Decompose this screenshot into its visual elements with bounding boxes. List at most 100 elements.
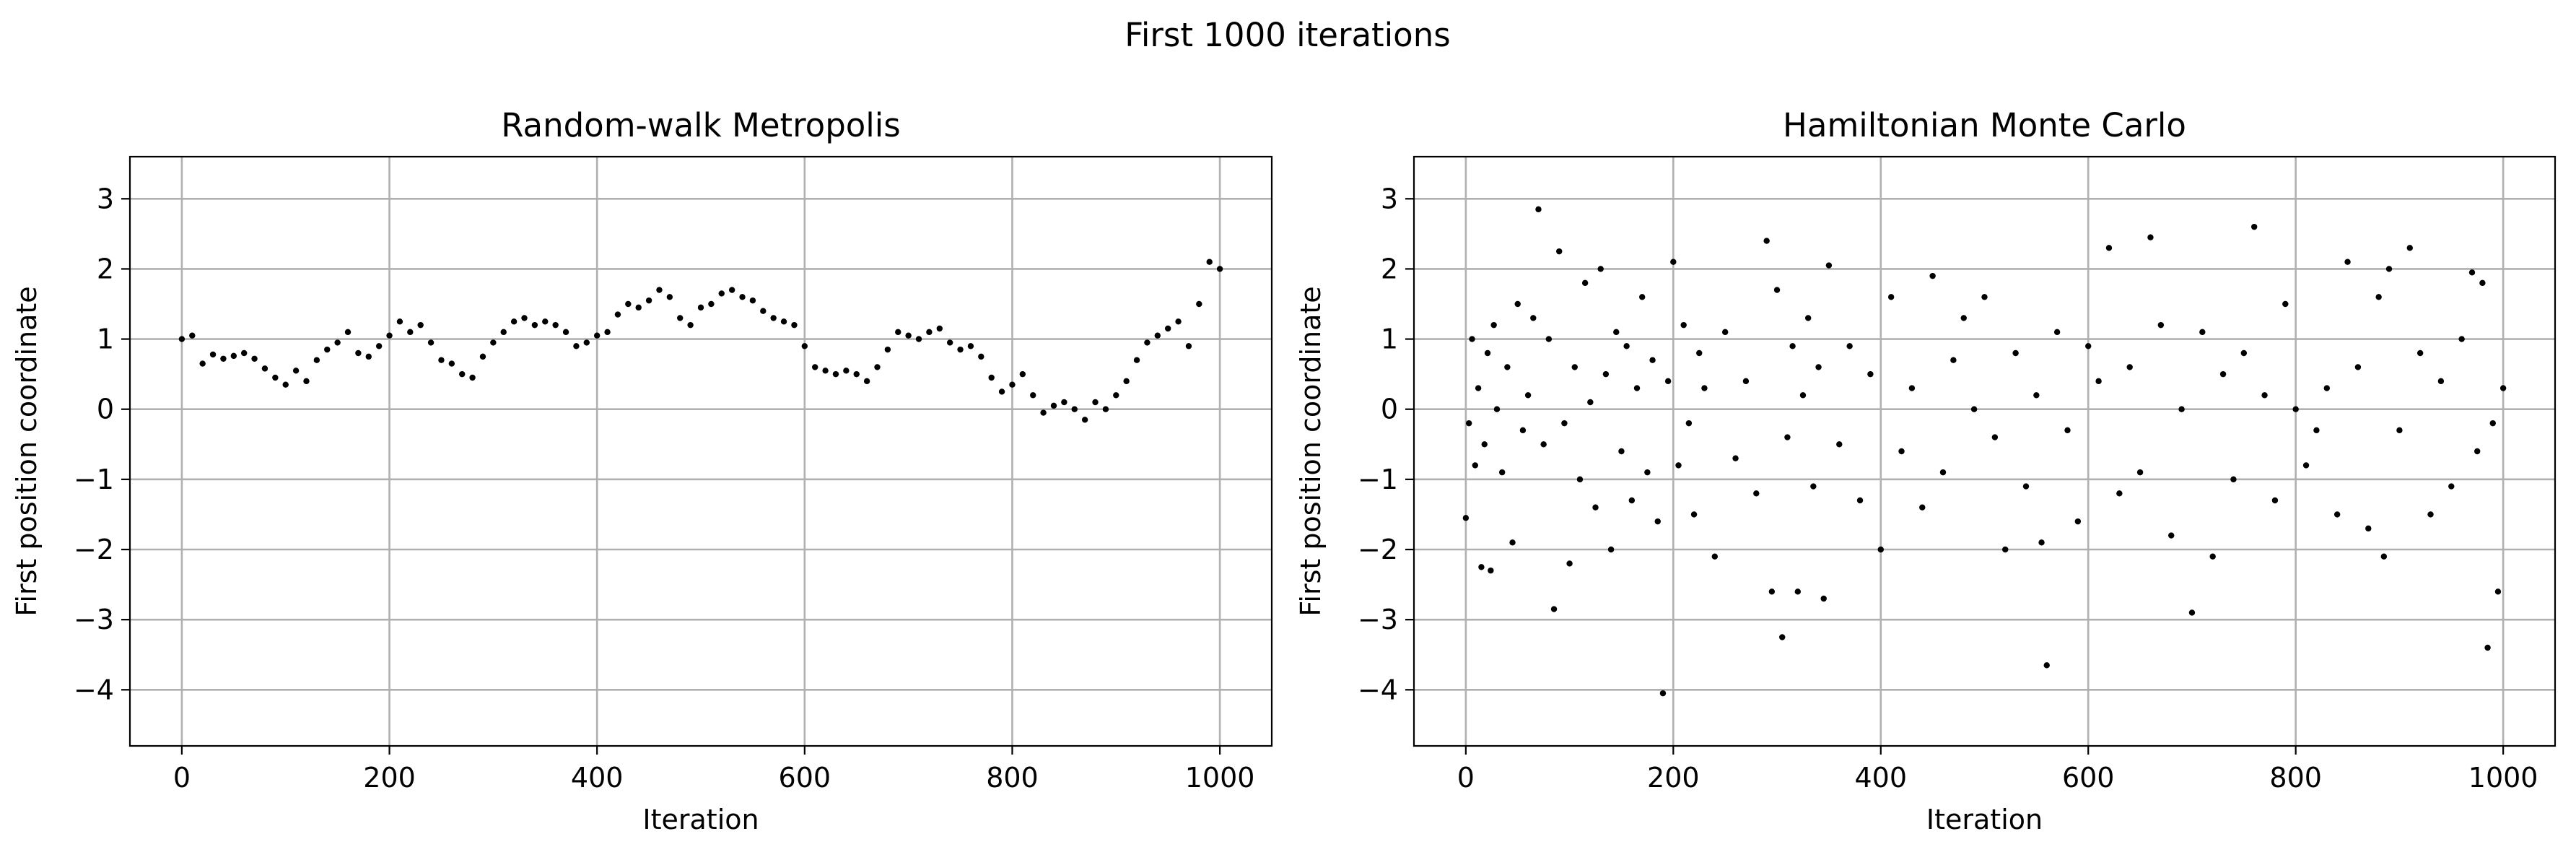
data-point (998, 388, 1005, 395)
data-point (1711, 553, 1719, 560)
data-point (1644, 469, 1651, 476)
data-point (791, 321, 798, 329)
x-axis-label: Iteration (1926, 804, 2043, 835)
data-point (1030, 392, 1036, 399)
data-point (967, 343, 974, 349)
data-point (1519, 427, 1527, 434)
y-tick-label: −1 (74, 464, 114, 495)
data-point (1540, 441, 1547, 448)
data-point (1784, 434, 1791, 440)
data-point (2261, 392, 2268, 399)
data-point (1773, 287, 1781, 293)
data-point (832, 370, 839, 378)
data-point (2157, 321, 2165, 329)
data-point (1481, 441, 1488, 448)
data-point (1836, 441, 1843, 448)
data-point (1504, 364, 1511, 370)
data-point (1919, 504, 1926, 511)
data-point (199, 360, 206, 367)
data-point (2053, 329, 2061, 336)
data-point (2375, 294, 2382, 300)
data-point (1664, 378, 1672, 385)
data-point (905, 332, 912, 339)
data-point (1799, 392, 1807, 399)
data-point (1768, 588, 1776, 595)
data-point (2427, 511, 2434, 518)
data-point (459, 370, 466, 378)
data-point (2385, 266, 2393, 272)
plot-frame (128, 155, 1273, 747)
data-point (978, 353, 984, 360)
y-tick-label: −4 (1358, 674, 1398, 705)
data-point (2147, 234, 2154, 240)
data-point (593, 332, 601, 339)
data-point (1524, 392, 1532, 399)
data-point (438, 357, 445, 363)
data-point (2323, 385, 2330, 391)
data-point (1887, 294, 1895, 300)
data-point (915, 336, 922, 342)
data-point (1654, 518, 1661, 525)
data-point (334, 339, 341, 346)
data-point (1545, 336, 1553, 342)
data-point (1846, 343, 1853, 349)
data-point (1825, 262, 1833, 269)
data-point (728, 287, 735, 293)
data-point (2499, 385, 2507, 391)
data-point (1478, 564, 1485, 570)
panel-random-walk-metropolis: Random-walk Metropolis 0 200 400 600 800 1000… (11, 106, 1273, 835)
data-point (2012, 349, 2019, 357)
data-point (697, 304, 704, 311)
data-point (1950, 357, 1957, 363)
data-point (2105, 245, 2113, 251)
x-tick-label: 1000 (2468, 762, 2538, 794)
data-point (2282, 300, 2289, 308)
data-point (1794, 588, 1801, 595)
data-point (2095, 378, 2102, 385)
data-point (500, 329, 507, 336)
data-point (1493, 406, 1501, 412)
data-point (2002, 546, 2009, 553)
y-tick-label: 2 (97, 253, 114, 285)
data-point (1680, 321, 1687, 329)
data-point (1815, 364, 1822, 370)
data-point (2344, 259, 2351, 265)
scatter-points (178, 259, 1223, 423)
data-point (189, 332, 196, 339)
data-point (2168, 532, 2175, 539)
x-tick-label: 200 (1647, 762, 1700, 794)
data-point (1472, 462, 1478, 469)
x-tick-label: 800 (2269, 762, 2322, 794)
data-point (1789, 343, 1796, 349)
data-point (2116, 490, 2123, 497)
data-point (2474, 448, 2481, 455)
panel-title: Hamiltonian Monte Carlo (1783, 106, 2186, 144)
data-point (1587, 399, 1594, 406)
data-point (344, 329, 352, 336)
y-tick-label: −2 (74, 534, 114, 565)
data-point (2448, 483, 2455, 490)
data-point (1685, 420, 1693, 427)
data-point (1701, 385, 1708, 391)
data-point (417, 321, 424, 329)
data-point (625, 300, 632, 308)
data-point (2302, 462, 2310, 469)
data-point (1898, 448, 1905, 455)
data-point (1050, 402, 1057, 409)
y-tick-label: −3 (1358, 604, 1398, 635)
data-point (1721, 329, 1729, 336)
data-point (1484, 349, 1491, 357)
data-point (490, 339, 497, 346)
data-point (895, 329, 901, 336)
y-tick-label: −4 (74, 674, 114, 705)
data-point (1133, 357, 1140, 363)
data-point (2064, 427, 2071, 434)
data-point (1633, 385, 1641, 391)
x-axis-label: Iteration (642, 804, 759, 835)
x-tick-label: 200 (363, 762, 416, 794)
data-point (1732, 455, 1739, 461)
data-point (1763, 238, 1770, 244)
data-point (946, 339, 953, 346)
data-point (635, 304, 642, 311)
